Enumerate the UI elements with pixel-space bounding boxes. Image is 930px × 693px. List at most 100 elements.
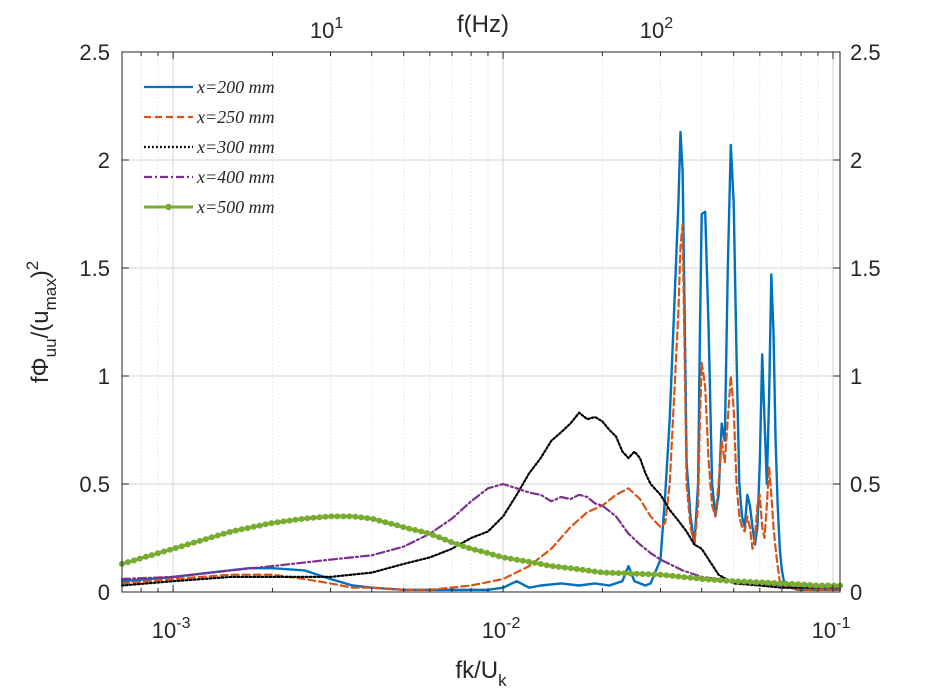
series-marker	[364, 515, 371, 522]
series-marker	[172, 545, 179, 551]
series-marker	[801, 581, 808, 588]
series-marker	[388, 520, 395, 527]
series-marker	[537, 561, 544, 567]
series-marker	[795, 581, 802, 588]
series-marker	[220, 530, 227, 537]
series-marker	[166, 546, 173, 553]
y-tick-label: 1.5	[79, 256, 110, 281]
series-marker	[645, 571, 652, 578]
y-tick-label: 2	[98, 148, 110, 173]
series-marker	[214, 532, 221, 539]
series-marker	[226, 529, 233, 535]
series-marker	[807, 582, 814, 588]
series-marker	[819, 582, 825, 589]
series-marker	[561, 564, 568, 571]
series-marker	[472, 546, 478, 553]
series-marker	[513, 556, 520, 563]
series-marker	[268, 520, 275, 527]
series-marker	[142, 553, 149, 560]
series-marker	[208, 534, 215, 541]
legend-label-3: x=300 mm	[196, 137, 275, 157]
series-marker	[705, 576, 712, 583]
series-marker	[418, 528, 425, 535]
series-marker	[771, 580, 778, 586]
grid	[121, 51, 840, 593]
series-marker	[717, 577, 724, 584]
series-marker	[382, 519, 389, 526]
series-marker	[190, 539, 197, 546]
top-axis-label: f(Hz)	[457, 11, 509, 38]
series-marker	[178, 543, 185, 550]
series-marker	[591, 568, 598, 575]
series-marker	[478, 548, 484, 555]
series-marker	[747, 578, 754, 585]
y-tick-label-right: 1	[850, 364, 862, 389]
x-tick-label: 10-2	[482, 615, 521, 643]
series-marker	[759, 579, 766, 586]
series-marker	[424, 530, 431, 536]
series-marker	[436, 534, 443, 541]
series-marker	[286, 517, 293, 524]
legend-label-2: x=250 mm	[196, 107, 275, 127]
series-marker	[196, 537, 203, 544]
series-marker	[783, 580, 790, 587]
series-marker	[609, 569, 616, 576]
series-marker	[621, 570, 628, 577]
series-marker	[160, 548, 167, 555]
series-marker	[256, 522, 263, 529]
series-marker	[334, 513, 341, 520]
series-line-3	[120, 411, 842, 589]
series-marker	[250, 523, 257, 530]
series-line-2	[120, 223, 842, 591]
series-marker	[238, 526, 245, 533]
series-marker	[639, 571, 646, 577]
x-axis-label: fk/Uk	[455, 657, 507, 690]
series-marker	[292, 516, 299, 523]
series-marker	[765, 579, 772, 586]
series-marker	[669, 572, 676, 579]
plot-background	[122, 52, 840, 592]
y-tick-label: 2.5	[79, 40, 110, 65]
series-marker	[615, 570, 622, 577]
series-marker	[298, 516, 305, 522]
y-tick-label-right: 2	[850, 148, 862, 173]
series-marker	[657, 571, 664, 578]
series-marker	[531, 559, 538, 566]
series-marker	[495, 553, 502, 560]
series-marker	[154, 550, 161, 557]
series-marker	[813, 582, 820, 589]
y-tick-label-right: 0	[850, 580, 862, 605]
series-marker	[633, 570, 640, 577]
series-marker	[825, 582, 831, 589]
series-marker	[148, 552, 155, 559]
series-marker	[460, 543, 467, 550]
series-marker	[777, 580, 784, 587]
series-marker	[711, 576, 718, 583]
series-marker	[627, 570, 634, 577]
series-marker	[723, 577, 730, 584]
series-marker	[184, 541, 191, 548]
series-marker	[454, 541, 461, 548]
series-marker	[681, 574, 688, 581]
series-marker	[507, 555, 514, 562]
legend-label-1: x=200 mm	[196, 77, 275, 97]
series-marker	[262, 521, 269, 528]
y-tick-label: 0	[98, 580, 110, 605]
series-marker	[585, 567, 592, 574]
series-marker	[567, 565, 574, 572]
series-marker	[125, 559, 131, 566]
series-marker	[202, 536, 209, 543]
y-tick-label: 1	[98, 364, 110, 389]
series-marker	[406, 525, 413, 532]
series-marker	[789, 580, 796, 587]
series-marker	[519, 557, 526, 564]
series-marker	[651, 571, 658, 578]
series-marker	[322, 513, 329, 520]
series-marker	[340, 513, 347, 520]
y-axis-label: fΦuu/(umax)2	[23, 261, 60, 383]
x-tick-label: 10-1	[812, 615, 851, 643]
top-x-tick-label: 101	[310, 15, 343, 43]
series-marker	[741, 578, 748, 585]
series-marker	[232, 527, 239, 534]
